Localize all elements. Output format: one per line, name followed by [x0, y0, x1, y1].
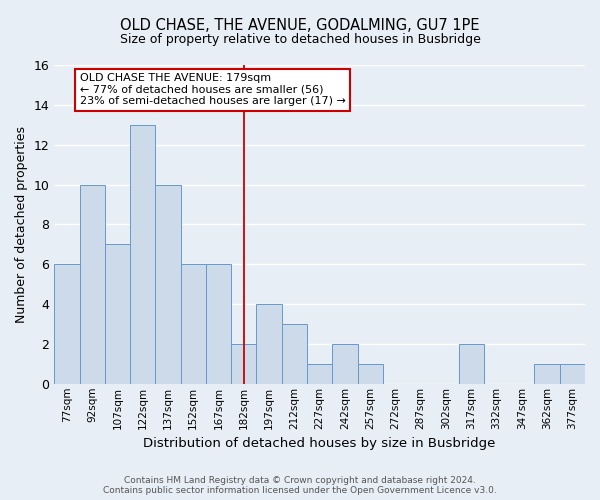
Bar	[560, 364, 585, 384]
Bar	[282, 324, 307, 384]
X-axis label: Distribution of detached houses by size in Busbridge: Distribution of detached houses by size …	[143, 437, 496, 450]
Bar	[181, 264, 206, 384]
Text: OLD CHASE, THE AVENUE, GODALMING, GU7 1PE: OLD CHASE, THE AVENUE, GODALMING, GU7 1P…	[120, 18, 480, 32]
Text: Size of property relative to detached houses in Busbridge: Size of property relative to detached ho…	[119, 32, 481, 46]
Bar	[80, 184, 105, 384]
Bar	[358, 364, 383, 384]
Bar	[105, 244, 130, 384]
Text: Contains HM Land Registry data © Crown copyright and database right 2024.
Contai: Contains HM Land Registry data © Crown c…	[103, 476, 497, 495]
Bar	[256, 304, 282, 384]
Bar	[307, 364, 332, 384]
Bar	[130, 125, 155, 384]
Bar	[206, 264, 231, 384]
Bar	[155, 184, 181, 384]
Bar	[231, 344, 256, 384]
Bar	[332, 344, 358, 384]
Bar	[535, 364, 560, 384]
Bar	[458, 344, 484, 384]
Bar	[54, 264, 80, 384]
Y-axis label: Number of detached properties: Number of detached properties	[15, 126, 28, 323]
Text: OLD CHASE THE AVENUE: 179sqm
← 77% of detached houses are smaller (56)
23% of se: OLD CHASE THE AVENUE: 179sqm ← 77% of de…	[80, 73, 346, 106]
